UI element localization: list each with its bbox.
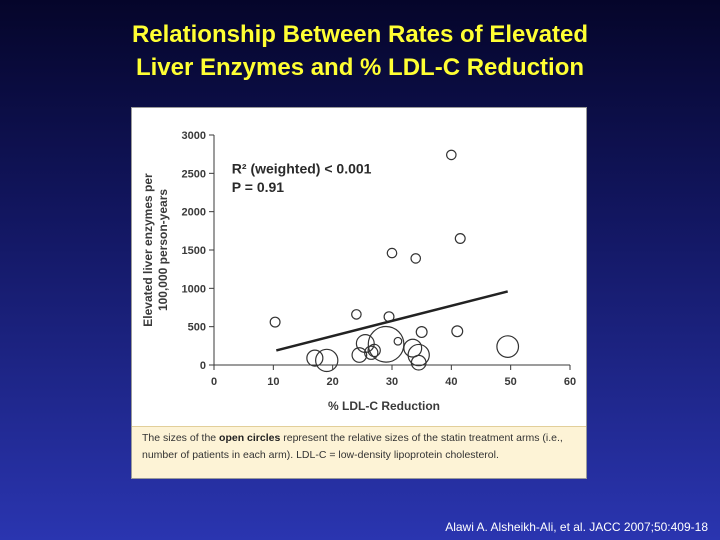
- slide-title: Relationship Between Rates of Elevated L…: [0, 18, 720, 84]
- y-tick-label: 2000: [182, 207, 206, 219]
- title-line-1: Relationship Between Rates of Elevated: [131, 21, 589, 48]
- x-tick-label: 40: [445, 376, 457, 388]
- data-point: [496, 335, 520, 359]
- data-point: [351, 347, 368, 363]
- y-axis-label-line-1: Elevated liver enzymes per: [141, 173, 155, 327]
- chart-panel: 0 10 20 30 40 50 60 0 500 1000 1500 2000 2500 3000 El…: [131, 107, 587, 479]
- caption-text-1: The sizes of the: [142, 432, 220, 444]
- x-tick-label: 30: [386, 376, 398, 388]
- x-tick-label: 20: [327, 376, 339, 388]
- data-point: [393, 336, 403, 346]
- y-tick-label: 1500: [182, 245, 206, 257]
- data-point: [403, 338, 423, 358]
- y-tick-label: 0: [200, 360, 206, 372]
- data-point: [415, 326, 428, 339]
- data-point: [306, 349, 324, 367]
- citation: Alawi A. Alsheikh-Ali, et al. JACC 2007;…: [445, 520, 708, 534]
- r-squared-annotation: R² (weighted) < 0.001: [232, 161, 372, 177]
- data-point: [446, 149, 457, 161]
- y-tick-label: 1000: [182, 283, 206, 295]
- scatter-chart: 0 10 20 30 40 50 60 0 500 1000 1500 2000 2500 3000 El…: [141, 130, 576, 413]
- y-tick-label: 2500: [182, 168, 206, 180]
- y-axis-label-line-2: 100,000 person-years: [156, 189, 170, 311]
- figure-caption: The sizes of the open circles represent …: [132, 426, 586, 478]
- data-point: [410, 253, 422, 264]
- data-point: [351, 309, 362, 320]
- p-value-annotation: P = 0.91: [232, 179, 285, 195]
- x-tick-label: 60: [564, 376, 576, 388]
- data-point: [269, 316, 281, 328]
- title-line-2: Liver Enzymes and % LDL-C Reduction: [135, 54, 585, 81]
- data-point: [454, 232, 466, 244]
- caption-bold-text: open circles: [219, 432, 281, 444]
- data-point: [451, 325, 464, 338]
- regression-line: [275, 290, 509, 352]
- y-tick-label: 500: [188, 322, 206, 334]
- x-tick-label: 10: [267, 376, 279, 388]
- data-point: [407, 343, 430, 367]
- x-axis-label: % LDL-C Reduction: [328, 399, 440, 413]
- data-point: [386, 247, 398, 259]
- data-point: [410, 354, 427, 371]
- data-point: [367, 343, 381, 358]
- data-point: [364, 345, 379, 360]
- x-tick-label: 0: [211, 376, 217, 388]
- data-point: [315, 348, 339, 373]
- data-point: [355, 334, 375, 354]
- x-tick-label: 50: [505, 376, 517, 388]
- caption-text-2: represent the relative sizes of the stat…: [142, 432, 563, 461]
- data-point: [367, 325, 405, 363]
- y-tick-label: 3000: [182, 130, 206, 142]
